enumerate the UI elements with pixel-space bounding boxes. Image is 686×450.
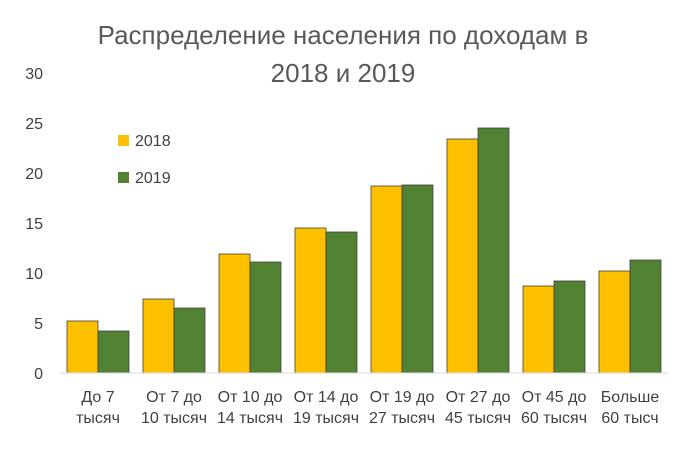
bars — [66, 127, 662, 374]
y-tick-label: 25 — [25, 116, 43, 133]
x-category-label: Больше — [601, 389, 660, 406]
bar-2019-2 — [173, 307, 206, 374]
x-category-label: 10 тысяч — [141, 410, 207, 427]
x-category-label: От 10 до — [218, 389, 283, 406]
legend-label-2019: 2019 — [135, 170, 171, 187]
y-tick-label: 20 — [25, 166, 43, 183]
x-category-label: тысяч — [76, 410, 120, 427]
x-category-label: 19 тысяч — [293, 410, 359, 427]
x-category-label: 45 тысяч — [445, 410, 511, 427]
bar-2019-6 — [477, 127, 510, 374]
bar-2018-8 — [598, 270, 631, 374]
bar-2018-5 — [370, 185, 403, 374]
y-tick-label: 15 — [25, 216, 43, 233]
legend-label-2018: 2018 — [135, 133, 171, 150]
legend-swatch-2019 — [118, 172, 129, 183]
bar-2019-1 — [97, 330, 130, 374]
bar-2019-3 — [249, 261, 282, 374]
x-category-label: 14 тысяч — [217, 410, 283, 427]
legend-swatch-2018 — [118, 135, 129, 146]
legend: 2018 2019 — [118, 133, 171, 187]
bar-2018-7 — [522, 285, 555, 374]
bar-2019-4 — [325, 231, 358, 374]
x-category-label: До 7 — [81, 389, 114, 406]
x-category-label: От 27 до — [446, 389, 511, 406]
x-category-label: От 7 до — [146, 389, 202, 406]
bar-2018-2 — [142, 298, 175, 374]
y-tick-label: 5 — [34, 316, 43, 333]
x-category-label: От 45 до — [522, 389, 587, 406]
x-category-label: 27 тысяч — [369, 410, 435, 427]
chart-title-line-1: Распределение населения по доходам в — [98, 20, 589, 50]
bar-2018-4 — [294, 227, 327, 374]
x-category-label: 60 тысч — [601, 410, 658, 427]
x-axis: До 7 тысяч От 7 до 10 тысяч От 10 до 14 тысяч… — [76, 389, 659, 427]
y-tick-label: 0 — [34, 366, 43, 383]
bar-2019-8 — [629, 259, 662, 374]
x-category-label: От 14 до — [294, 389, 359, 406]
bar-2019-7 — [553, 280, 586, 374]
bar-2019-5 — [401, 184, 434, 374]
chart-title-line-2: 2018 и 2019 — [271, 58, 416, 88]
bar-2018-3 — [218, 253, 251, 374]
x-category-label: От 19 до — [370, 389, 435, 406]
y-axis: 0 5 10 15 20 25 30 — [25, 66, 43, 383]
x-category-label: 60 тысяч — [521, 410, 587, 427]
bar-2018-1 — [66, 320, 99, 374]
bar-2018-6 — [446, 138, 479, 374]
y-tick-label: 10 — [25, 266, 43, 283]
y-tick-label: 30 — [25, 66, 43, 83]
